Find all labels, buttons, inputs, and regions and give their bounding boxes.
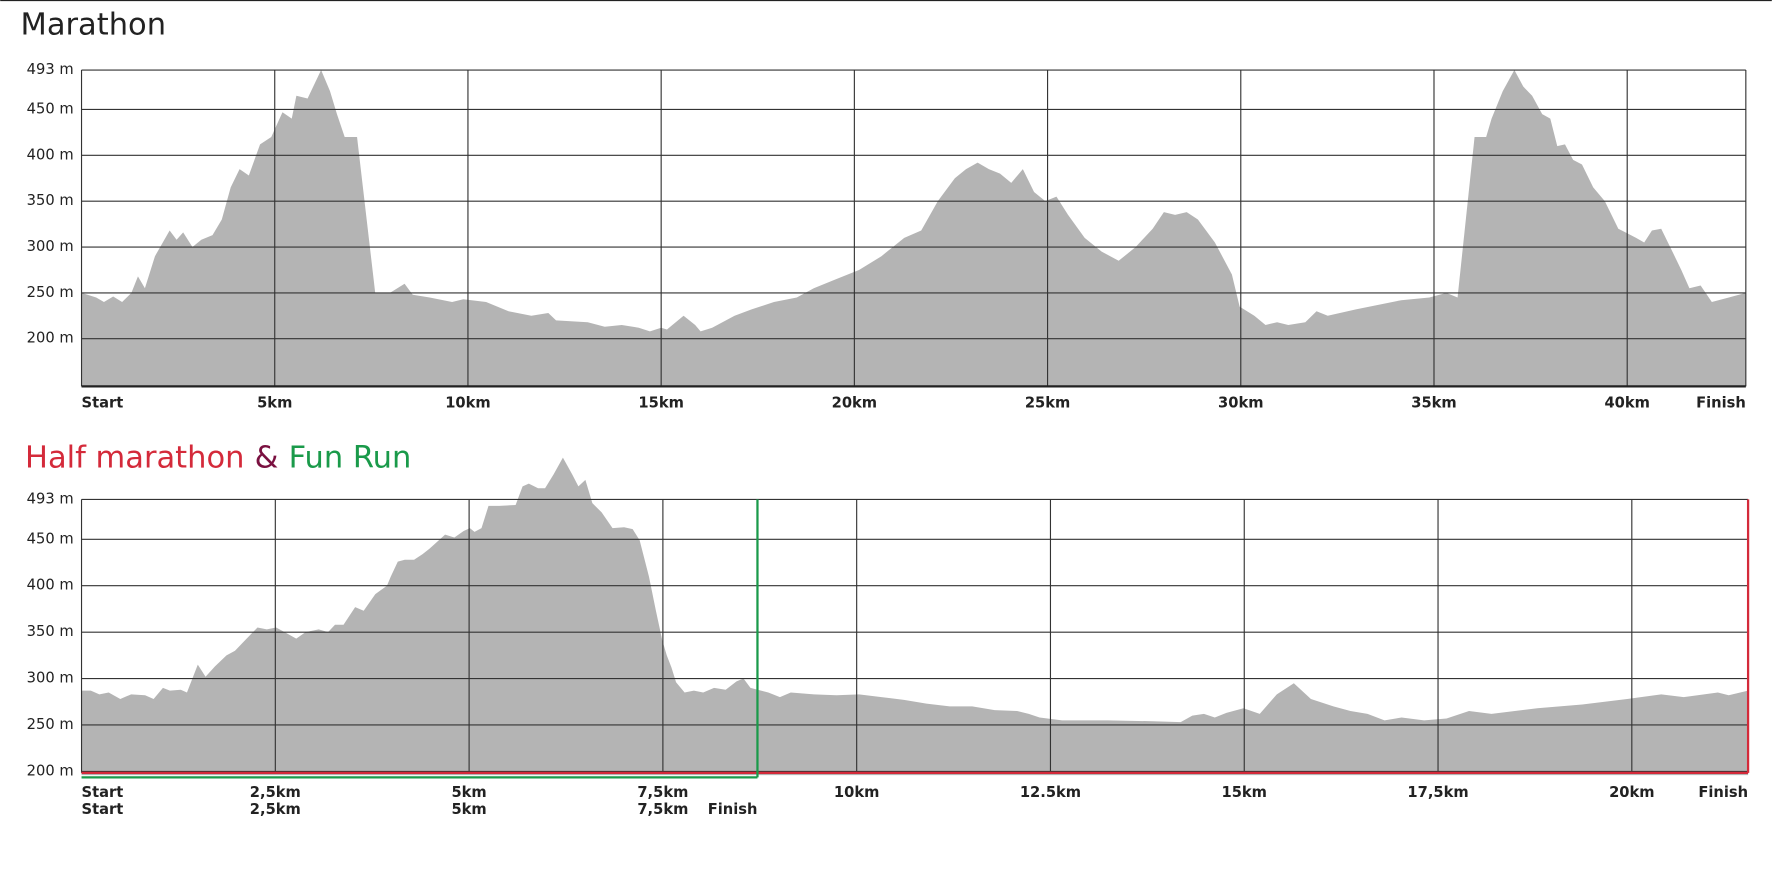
- y-tick-label: 400 m: [27, 146, 74, 163]
- x-tick-label: 30km: [1218, 394, 1263, 411]
- x-tick-label: 17,5km: [1407, 784, 1468, 801]
- x-tick-label: 40km: [1604, 394, 1649, 411]
- y-tick-label: 350 m: [27, 192, 74, 209]
- chart-title: Marathon: [21, 7, 167, 42]
- x-tick-label: 15km: [638, 394, 683, 411]
- x-tick-label: 35km: [1411, 394, 1456, 411]
- y-tick-label: 200 m: [27, 330, 74, 347]
- y-tick-label: 493 m: [27, 490, 74, 507]
- x-tick-label: 7,5km: [637, 801, 688, 818]
- title-part: Fun Run: [289, 440, 412, 475]
- title-part: Half marathon: [25, 440, 244, 475]
- x-tick-label: Finish: [1696, 394, 1746, 411]
- y-tick-label: 450 m: [27, 100, 74, 117]
- x-tick-label: Start: [82, 801, 124, 818]
- y-tick-label: 200 m: [27, 762, 74, 779]
- x-tick-label: 20km: [1609, 784, 1654, 801]
- y-tick-label: 493 m: [27, 61, 74, 78]
- x-tick-label: 12.5km: [1020, 784, 1081, 801]
- y-tick-label: 350 m: [27, 623, 74, 640]
- x-tick-label: 2,5km: [250, 784, 301, 801]
- x-tick-label: 5km: [451, 801, 486, 818]
- y-tick-label: 450 m: [27, 530, 74, 547]
- x-tick-label: 10km: [834, 784, 879, 801]
- x-tick-label: 15km: [1222, 784, 1267, 801]
- elevation-area: [81, 70, 1746, 387]
- x-tick-label: Start: [82, 394, 124, 411]
- x-tick-label: 10km: [445, 394, 490, 411]
- x-tick-label: 7,5km: [637, 784, 688, 801]
- x-tick-label: Start: [82, 784, 124, 801]
- y-tick-label: 400 m: [27, 577, 74, 594]
- elevation-area: [81, 457, 1749, 776]
- x-tick-label: 20km: [832, 394, 877, 411]
- x-tick-label: Finish: [1698, 784, 1748, 801]
- title-part: &: [255, 440, 279, 475]
- x-tick-label: 2,5km: [250, 801, 301, 818]
- y-tick-label: 300 m: [27, 670, 74, 687]
- x-tick-label: 5km: [257, 394, 292, 411]
- chart-title: Half marathon & Fun Run: [25, 440, 411, 475]
- y-tick-label: 250 m: [27, 716, 74, 733]
- x-tick-label: 25km: [1025, 394, 1070, 411]
- x-tick-label: 5km: [451, 784, 486, 801]
- y-tick-label: 300 m: [27, 238, 74, 255]
- y-tick-label: 250 m: [27, 284, 74, 301]
- x-tick-label: Finish: [708, 801, 758, 818]
